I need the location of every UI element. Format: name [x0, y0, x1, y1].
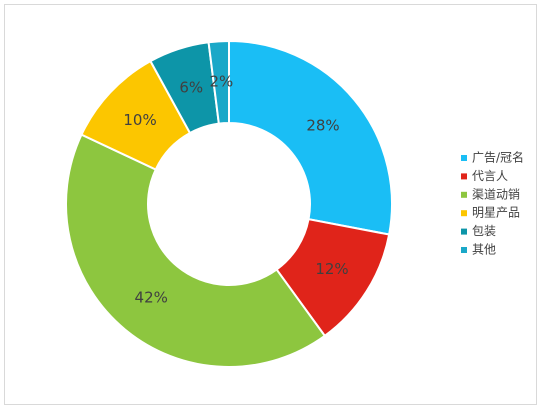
data-label: 6% — [179, 78, 203, 96]
legend-label: 包装 — [472, 224, 496, 238]
data-label: 10% — [123, 111, 156, 129]
data-label: 42% — [135, 289, 168, 307]
legend-swatch — [461, 173, 467, 180]
legend-swatch — [461, 247, 467, 253]
legend-swatch — [461, 155, 467, 161]
legend-swatch — [461, 228, 467, 235]
legend-swatch — [461, 191, 467, 198]
data-label: 2% — [209, 73, 233, 91]
legend-swatch — [461, 210, 467, 217]
data-label: 12% — [315, 260, 348, 278]
donut-slice — [207, 39, 230, 125]
legend-label: 其他 — [472, 243, 496, 257]
legend-label: 明星产品 — [472, 206, 520, 220]
legend-label: 广告/冠名 — [472, 150, 524, 165]
donut-slice — [65, 133, 327, 368]
legend-label: 渠道动销 — [472, 187, 520, 201]
donut-slice — [228, 39, 393, 236]
legend-label: 代言人 — [472, 169, 508, 183]
data-label: 28% — [306, 117, 339, 135]
